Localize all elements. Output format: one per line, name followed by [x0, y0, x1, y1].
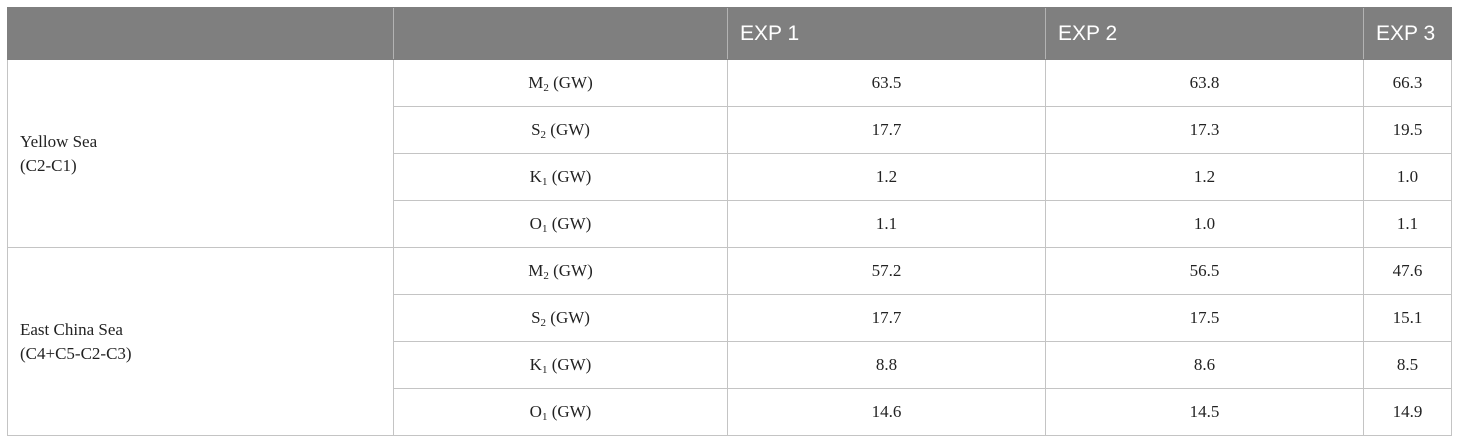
- value-cell: 63.8: [1045, 59, 1364, 107]
- constituent-cell: M2 (GW): [393, 247, 728, 295]
- header-exp2: EXP 2: [1045, 7, 1364, 60]
- constituent-cell: O1 (GW): [393, 388, 728, 436]
- value-cell: 15.1: [1363, 294, 1452, 342]
- header-row: EXP 1 EXP 2 EXP 3: [7, 7, 1452, 60]
- table-row: East China Sea (C4+C5-C2-C3) M2 (GW) 57.…: [7, 247, 1452, 436]
- constituent-cell: K1 (GW): [393, 341, 728, 389]
- value-cell: 17.7: [727, 294, 1046, 342]
- value-cell: 56.5: [1045, 247, 1364, 295]
- header-exp3: EXP 3: [1363, 7, 1452, 60]
- value-cell: 17.3: [1045, 106, 1364, 154]
- constituent-cell: K1 (GW): [393, 153, 728, 201]
- value-cell: 8.5: [1363, 341, 1452, 389]
- value-cell: 8.6: [1045, 341, 1364, 389]
- value-cell: 63.5: [727, 59, 1046, 107]
- region-cell-yellow-sea: Yellow Sea (C2-C1): [7, 59, 394, 248]
- table-row: O1 (GW) 14.6 14.5 14.9: [8, 388, 1452, 436]
- value-cell: 1.0: [1363, 153, 1452, 201]
- data-table: EXP 1 EXP 2 EXP 3 Yellow Sea (C2-C1) M2 …: [7, 7, 1452, 436]
- value-cell: 1.2: [1045, 153, 1364, 201]
- region-cell-east-china-sea: East China Sea (C4+C5-C2-C3): [7, 247, 394, 436]
- table-header: EXP 1 EXP 2 EXP 3: [7, 7, 1452, 60]
- value-cell: 8.8: [727, 341, 1046, 389]
- header-region: [7, 7, 394, 60]
- header-exp1: EXP 1: [727, 7, 1046, 60]
- constituent-cell: O1 (GW): [393, 200, 728, 248]
- value-cell: 17.5: [1045, 294, 1364, 342]
- value-cell: 19.5: [1363, 106, 1452, 154]
- value-cell: 66.3: [1363, 59, 1452, 107]
- header-constituent: [393, 7, 728, 60]
- table-body: Yellow Sea (C2-C1) M2 (GW) 63.5 63.8 66.…: [7, 59, 1452, 436]
- value-cell: 1.0: [1045, 200, 1364, 248]
- region-sections: (C2-C1): [20, 155, 77, 175]
- region-sections: (C4+C5-C2-C3): [20, 343, 132, 363]
- value-cell: 1.1: [1363, 200, 1452, 248]
- table-row: K1 (GW) 1.2 1.2 1.0: [8, 153, 1452, 201]
- constituent-cell: M2 (GW): [393, 59, 728, 107]
- table-row: K1 (GW) 8.8 8.6 8.5: [8, 341, 1452, 389]
- value-cell: 1.1: [727, 200, 1046, 248]
- region-name: Yellow Sea: [20, 131, 98, 151]
- constituent-cell: S2 (GW): [393, 106, 728, 154]
- value-cell: 14.6: [727, 388, 1046, 436]
- value-cell: 17.7: [727, 106, 1046, 154]
- value-cell: 14.5: [1045, 388, 1364, 436]
- value-cell: 14.9: [1363, 388, 1452, 436]
- value-cell: 1.2: [727, 153, 1046, 201]
- value-cell: 57.2: [727, 247, 1046, 295]
- table-row: Yellow Sea (C2-C1) M2 (GW) 63.5 63.8 66.…: [7, 59, 1452, 248]
- region-name: East China Sea: [20, 319, 123, 339]
- table-row: O1 (GW) 1.1 1.0 1.1: [8, 200, 1452, 248]
- constituent-cell: S2 (GW): [393, 294, 728, 342]
- value-cell: 47.6: [1363, 247, 1452, 295]
